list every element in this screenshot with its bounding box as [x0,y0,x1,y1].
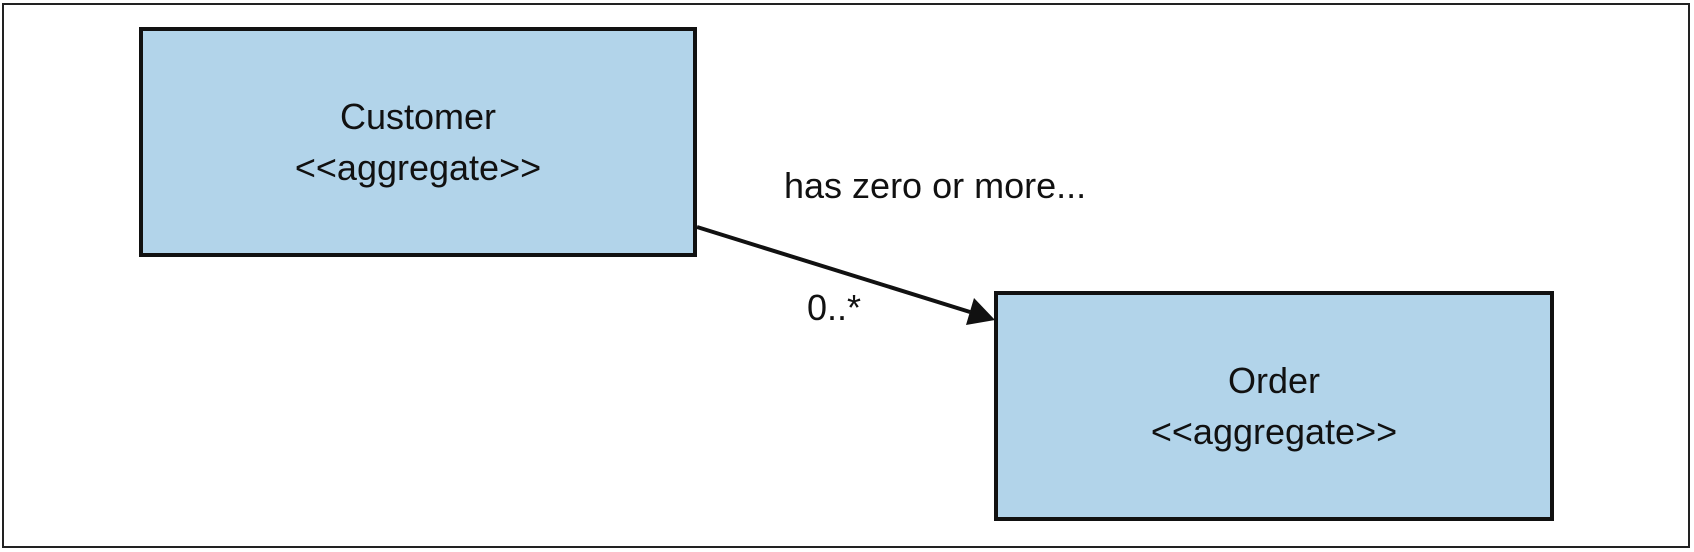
customer-name: Customer [339,96,497,137]
association-line [696,225,971,314]
order-name: Order [1227,360,1321,401]
arrowhead-icon [966,298,995,325]
customer-aggregate-box: Customer <<aggregate>> [139,27,697,257]
customer-stereotype: <<aggregate>> [294,147,542,188]
order-stereotype: <<aggregate>> [1150,411,1398,452]
association-label: has zero or more... [784,165,1087,206]
multiplicity-label: 0..* [807,287,862,328]
order-aggregate-box: Order <<aggregate>> [994,291,1554,521]
